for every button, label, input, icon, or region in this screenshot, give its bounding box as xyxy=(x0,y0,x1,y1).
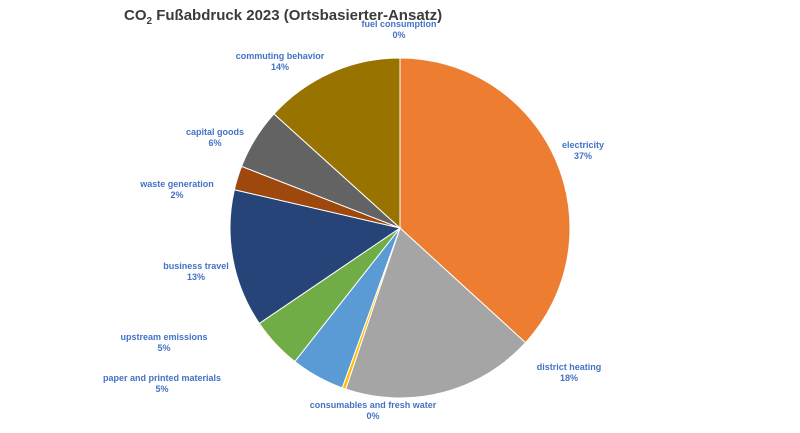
percent-consumables-and-fresh-water: 0% xyxy=(366,411,379,421)
label-upstream-emissions: upstream emissions xyxy=(120,332,207,342)
slice-business-travel xyxy=(229,189,402,325)
percent-upstream-emissions: 5% xyxy=(157,343,170,353)
percent-paper-and-printed-materials: 5% xyxy=(155,384,168,394)
percent-business-travel: 13% xyxy=(187,272,205,282)
percent-electricity: 37% xyxy=(574,151,592,161)
chart-title-prefix: CO xyxy=(124,7,147,24)
percent-fuel-consumption: 0% xyxy=(392,30,405,40)
label-capital-goods: capital goods xyxy=(186,127,244,137)
chart-title-subscript: 2 xyxy=(147,16,153,27)
slice-commuting-behavior xyxy=(273,57,401,230)
label-commuting-behavior: commuting behavior xyxy=(236,51,325,61)
percent-capital-goods: 6% xyxy=(208,138,221,148)
slice-electricity xyxy=(399,57,571,344)
label-paper-and-printed-materials: paper and printed materials xyxy=(103,373,221,383)
chart-title: CO2 Fußabdruck 2023 (Ortsbasierter-Ansat… xyxy=(124,7,442,27)
label-waste-generation: waste generation xyxy=(139,179,214,189)
pie-slices xyxy=(229,57,571,399)
label-electricity: electricity xyxy=(562,140,604,150)
label-business-travel: business travel xyxy=(163,261,229,271)
chart-title-rest: Fußabdruck 2023 (Ortsbasierter-Ansatz) xyxy=(152,7,442,24)
percent-commuting-behavior: 14% xyxy=(271,62,289,72)
label-consumables-and-fresh-water: consumables and fresh water xyxy=(310,400,437,410)
percent-district-heating: 18% xyxy=(560,373,578,383)
label-fuel-consumption: fuel consumption xyxy=(362,19,437,29)
percent-waste-generation: 2% xyxy=(170,190,183,200)
label-district-heating: district heating xyxy=(537,362,602,372)
slice-district-heating xyxy=(345,227,527,399)
